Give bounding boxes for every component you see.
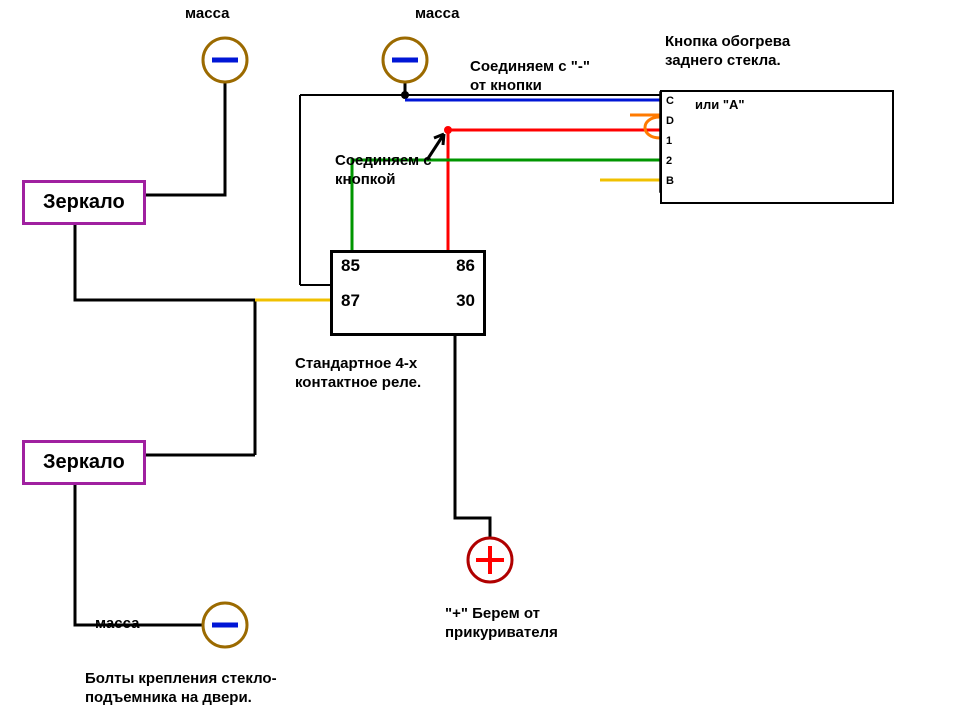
relay-box: 85 86 87 30 [330, 250, 486, 336]
massa-3-label: масса [95, 615, 139, 634]
mirror-1-box: Зеркало [22, 180, 146, 225]
massa-1-label: масса [185, 5, 229, 24]
wire-mirror1-relay [75, 218, 255, 455]
connect-button-label: Соединяем с кнопкой [335, 152, 432, 190]
pin-c: C [666, 95, 674, 107]
wire-red [448, 130, 660, 250]
pin-b: B [666, 175, 674, 187]
wire-plus [455, 330, 490, 538]
pin-1: 1 [666, 135, 672, 147]
ground-symbol-3 [203, 603, 247, 647]
mirror-2-box: Зеркало [22, 440, 146, 485]
wire-ground1 [130, 82, 225, 195]
button-caption: Кнопка обогрева заднего стекла. [665, 33, 790, 71]
mirror-2-label: Зеркало [43, 451, 125, 473]
wire-orange-bridge [645, 117, 660, 138]
massa-2-label: масса [415, 5, 459, 24]
relay-pin-86: 86 [456, 256, 475, 276]
wire-yellow-87 [255, 295, 340, 300]
or-a-label: или "А" [695, 97, 745, 113]
mirror-1-label: Зеркало [43, 191, 125, 213]
connect-minus-label: Соединяем с "-" от кнопки [470, 58, 590, 96]
ground-symbol-2 [383, 38, 427, 82]
plus-symbol [468, 538, 512, 582]
relay-caption: Стандартное 4-х контактное реле. [295, 355, 421, 393]
relay-pin-87: 87 [341, 291, 360, 311]
relay-pin-30: 30 [456, 291, 475, 311]
pin-d: D [666, 115, 674, 127]
bolts-label: Болты крепления стекло- подъемника на дв… [85, 670, 277, 708]
relay-pin-85: 85 [341, 256, 360, 276]
ground-symbol-1 [203, 38, 247, 82]
pin-2: 2 [666, 155, 672, 167]
plus-source-label: "+" Берем от прикуривателя [445, 605, 558, 643]
